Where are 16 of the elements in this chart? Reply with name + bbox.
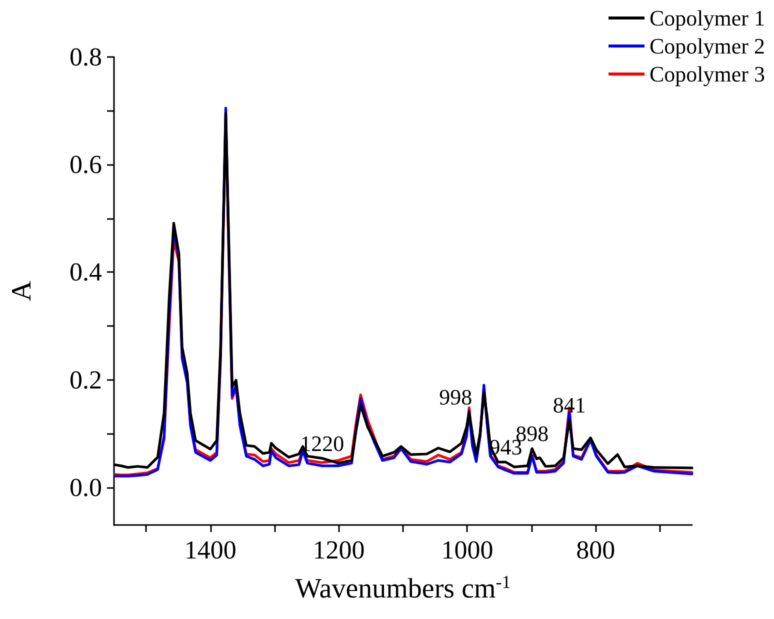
annotation: 998 [439,384,472,410]
x-tick-label: 1400 [184,536,236,564]
legend-label: Copolymer 3 [650,62,766,86]
y-axis-title: A [6,280,38,302]
y-tick-label: 0.6 [70,150,102,180]
legend-label: Copolymer 1 [650,6,766,30]
legend-label: Copolymer 2 [650,34,766,58]
annotation: 1220 [300,430,344,456]
y-tick-label: 0.2 [70,365,102,394]
y-tick-label: 0.8 [70,42,102,72]
y-tick-label: 0.0 [70,472,102,502]
y-tick-label: 0.4 [70,258,102,287]
annotation: 841 [552,392,586,418]
x-tick-label: 1200 [312,536,365,564]
x-tick-label: 800 [576,536,616,564]
x-tick-label: 1000 [441,536,494,564]
